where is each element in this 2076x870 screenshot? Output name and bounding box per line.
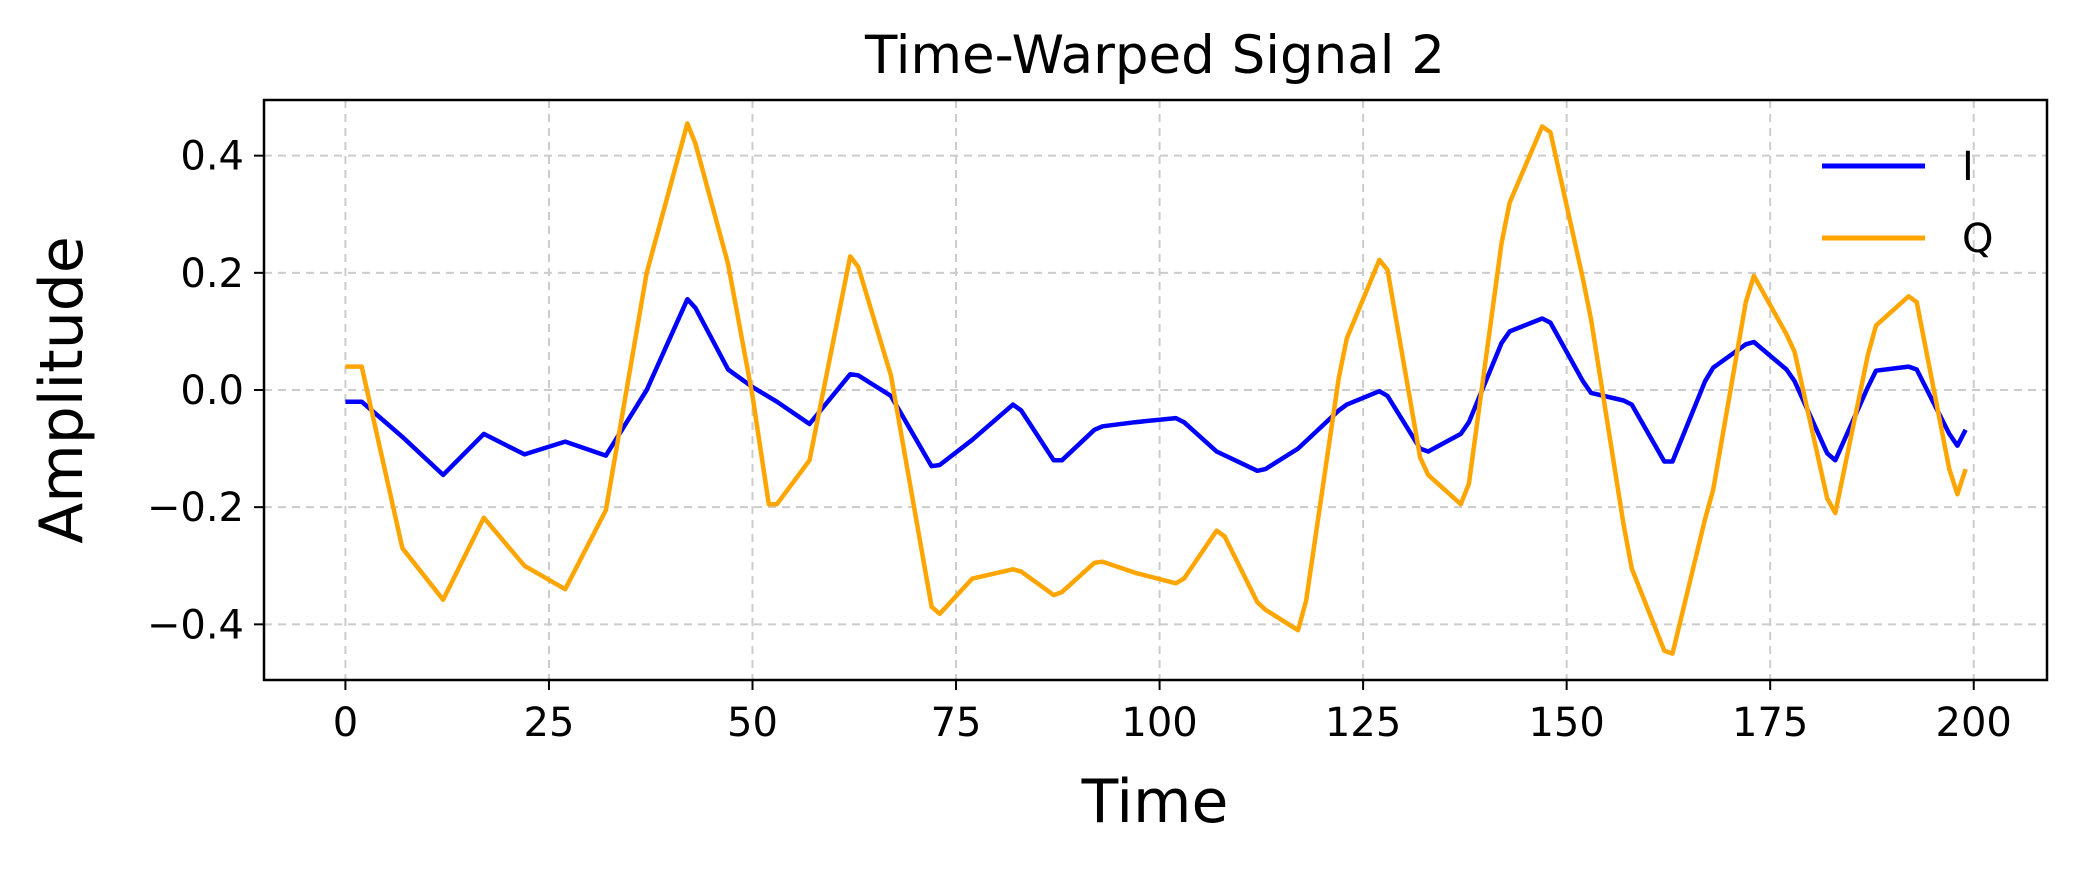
chart-title: Time-Warped Signal 2 [864, 25, 1445, 86]
series-line-q [345, 121, 1968, 656]
y-tick-label: 0.0 [180, 368, 244, 414]
y-tick-label: 0.4 [180, 134, 244, 180]
legend-label-q: Q [1962, 216, 1993, 262]
grid [264, 100, 2047, 680]
x-axis-label: Time [1081, 767, 1229, 837]
y-tick-label: −0.2 [147, 485, 244, 531]
y-tick-label: −0.4 [147, 602, 244, 648]
x-tick-label: 50 [727, 700, 778, 746]
x-tick-label: 150 [1528, 700, 1604, 746]
x-tick-label: 0 [333, 700, 358, 746]
x-tick-label: 100 [1121, 700, 1197, 746]
x-tick-label: 200 [1936, 700, 2012, 746]
y-tick-label: 0.2 [180, 251, 244, 297]
x-tick-label: 75 [931, 700, 982, 746]
axis-ticks: 0 25 50 75 100 125 150 175 200 −0.4 −0.2 0.0 0.2 0.4 [147, 134, 2012, 746]
x-tick-label: 25 [524, 700, 575, 746]
y-axis-label: Amplitude [27, 236, 97, 543]
x-tick-label: 125 [1325, 700, 1401, 746]
x-tick-label: 175 [1732, 700, 1808, 746]
legend: I Q [1822, 144, 1993, 262]
series-line-i [345, 296, 1968, 478]
legend-label-i: I [1962, 144, 1974, 190]
series-layer [345, 121, 1968, 656]
